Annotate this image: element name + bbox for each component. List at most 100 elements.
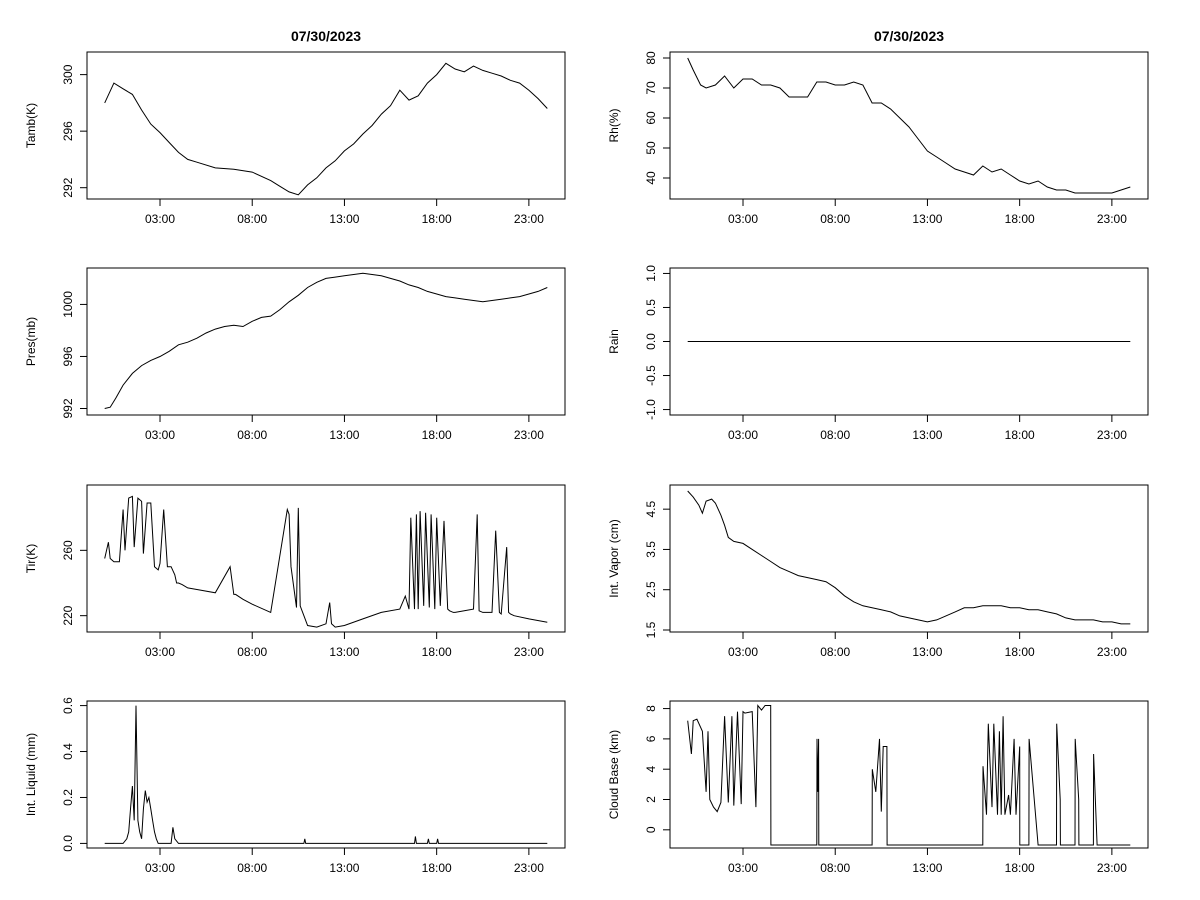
plot-frame (86, 700, 566, 849)
x-tick-label: 08:00 (820, 861, 850, 875)
y-tick-label: 40 (644, 171, 658, 185)
x-tick-label: 18:00 (1005, 861, 1035, 875)
x-tick-label: 08:00 (820, 428, 850, 442)
chart-title: 07/30/2023 (291, 28, 361, 44)
y-tick-label: 1000 (61, 291, 75, 318)
y-tick-label: 0.2 (61, 789, 75, 806)
y-axis-label: Int. Liquid (mm) (24, 733, 38, 816)
plot-frame (86, 267, 566, 416)
y-tick-label: -1.0 (644, 399, 658, 420)
series-line-liquid (104, 705, 548, 844)
y-tick-label: 8 (644, 705, 658, 712)
x-tick-label: 03:00 (145, 212, 175, 226)
y-tick-label: 260 (61, 540, 75, 560)
panel-vapor: Int. Vapor (cm) 03:00 08:00 13:00 18:00 23:00… (607, 484, 1149, 659)
panel-pres: Pres(mb) 03:00 08:00 13:00 18:00 23:00 992 996 1… (24, 267, 566, 442)
plot-frame (669, 484, 1149, 633)
y-tick-label: 0 (644, 826, 658, 833)
x-tick-label: 03:00 (728, 428, 758, 442)
y-axis-label: Pres(mb) (24, 317, 38, 366)
series-line-vapor (687, 490, 1131, 625)
x-tick-label: 08:00 (237, 645, 267, 659)
y-axis-label: Tir(K) (24, 544, 38, 574)
panel-tamb: 07/30/2023 Tamb(K) 03:00 08:00 13:00 18:00 23:… (24, 28, 566, 226)
y-axis-label: Cloud Base (km) (607, 730, 621, 819)
y-tick-label: 1.0 (644, 265, 658, 282)
x-tick-label: 03:00 (728, 212, 758, 226)
series-line-cloud (687, 704, 1131, 846)
y-tick-label: 60 (644, 111, 658, 125)
x-tick-label: 13:00 (912, 428, 942, 442)
x-tick-label: 23:00 (514, 861, 544, 875)
x-tick-label: 13:00 (912, 861, 942, 875)
y-tick-label: 4.5 (644, 501, 658, 518)
x-tick-label: 08:00 (237, 861, 267, 875)
y-axis-label: Int. Vapor (cm) (607, 519, 621, 597)
y-tick-label: 4 (644, 766, 658, 773)
plot-frame (86, 51, 566, 200)
y-tick-label: 2.5 (644, 581, 658, 598)
x-tick-label: 23:00 (514, 645, 544, 659)
chart-title: 07/30/2023 (874, 28, 944, 44)
series-line-rh (687, 57, 1131, 194)
x-tick-label: 23:00 (514, 428, 544, 442)
y-axis-label: Tamb(K) (24, 103, 38, 148)
y-tick-label: 0.5 (644, 299, 658, 316)
x-tick-label: 13:00 (329, 428, 359, 442)
plot-frame (669, 51, 1149, 200)
y-tick-label: 3.5 (644, 541, 658, 558)
series-line-tamb (104, 62, 548, 196)
x-tick-label: 03:00 (145, 645, 175, 659)
y-tick-label: 220 (61, 605, 75, 625)
x-tick-label: 13:00 (329, 645, 359, 659)
x-tick-label: 23:00 (1097, 428, 1127, 442)
x-tick-label: 03:00 (728, 645, 758, 659)
x-tick-label: 13:00 (329, 861, 359, 875)
y-tick-label: 70 (644, 81, 658, 95)
plot-frame (669, 700, 1149, 849)
x-tick-label: 23:00 (1097, 212, 1127, 226)
y-tick-label: 6 (644, 735, 658, 742)
x-tick-label: 18:00 (1005, 645, 1035, 659)
y-tick-label: 296 (61, 121, 75, 141)
x-tick-label: 18:00 (422, 861, 452, 875)
y-tick-label: 2 (644, 796, 658, 803)
x-tick-label: 08:00 (237, 428, 267, 442)
panel-tir: Tir(K) 03:00 08:00 13:00 18:00 23:00 220 260 (24, 484, 566, 659)
x-tick-label: 13:00 (329, 212, 359, 226)
x-tick-label: 13:00 (912, 212, 942, 226)
y-tick-label: 80 (644, 51, 658, 65)
panel-rain: Rain 03:00 08:00 13:00 18:00 23:00 -1.0 -0.5 0.0… (607, 265, 1149, 442)
y-tick-label: 0.6 (61, 697, 75, 714)
y-tick-label: 0.0 (644, 333, 658, 350)
x-tick-label: 08:00 (820, 212, 850, 226)
y-tick-label: 50 (644, 141, 658, 155)
x-tick-label: 18:00 (422, 212, 452, 226)
x-tick-label: 03:00 (145, 428, 175, 442)
x-tick-label: 18:00 (422, 645, 452, 659)
y-axis-label: Rain (607, 329, 621, 354)
y-tick-label: 996 (61, 346, 75, 366)
x-tick-label: 23:00 (1097, 645, 1127, 659)
y-axis-label: Rh(%) (607, 108, 621, 142)
x-tick-label: 23:00 (514, 212, 544, 226)
panel-rh: 07/30/2023 Rh(%) 03:00 08:00 13:00 18:00 23:00… (607, 28, 1149, 226)
y-tick-label: 300 (61, 64, 75, 84)
x-tick-label: 08:00 (237, 212, 267, 226)
y-tick-label: 992 (61, 398, 75, 418)
x-tick-label: 03:00 (728, 861, 758, 875)
x-tick-label: 08:00 (820, 645, 850, 659)
x-tick-label: 03:00 (145, 861, 175, 875)
x-tick-label: 18:00 (1005, 428, 1035, 442)
x-tick-label: 18:00 (1005, 212, 1035, 226)
y-tick-label: 0.4 (61, 743, 75, 760)
y-tick-label: 1.5 (644, 621, 658, 638)
x-tick-label: 18:00 (422, 428, 452, 442)
plot-frame (86, 484, 566, 633)
x-tick-label: 23:00 (1097, 861, 1127, 875)
panel-cloud: Cloud Base (km) 03:00 08:00 13:00 18:00 23:00… (607, 700, 1149, 875)
y-tick-label: -0.5 (644, 365, 658, 386)
panel-liquid: Int. Liquid (mm) 03:00 08:00 13:00 18:00 23:0… (24, 697, 566, 875)
series-line-tir (104, 495, 548, 628)
